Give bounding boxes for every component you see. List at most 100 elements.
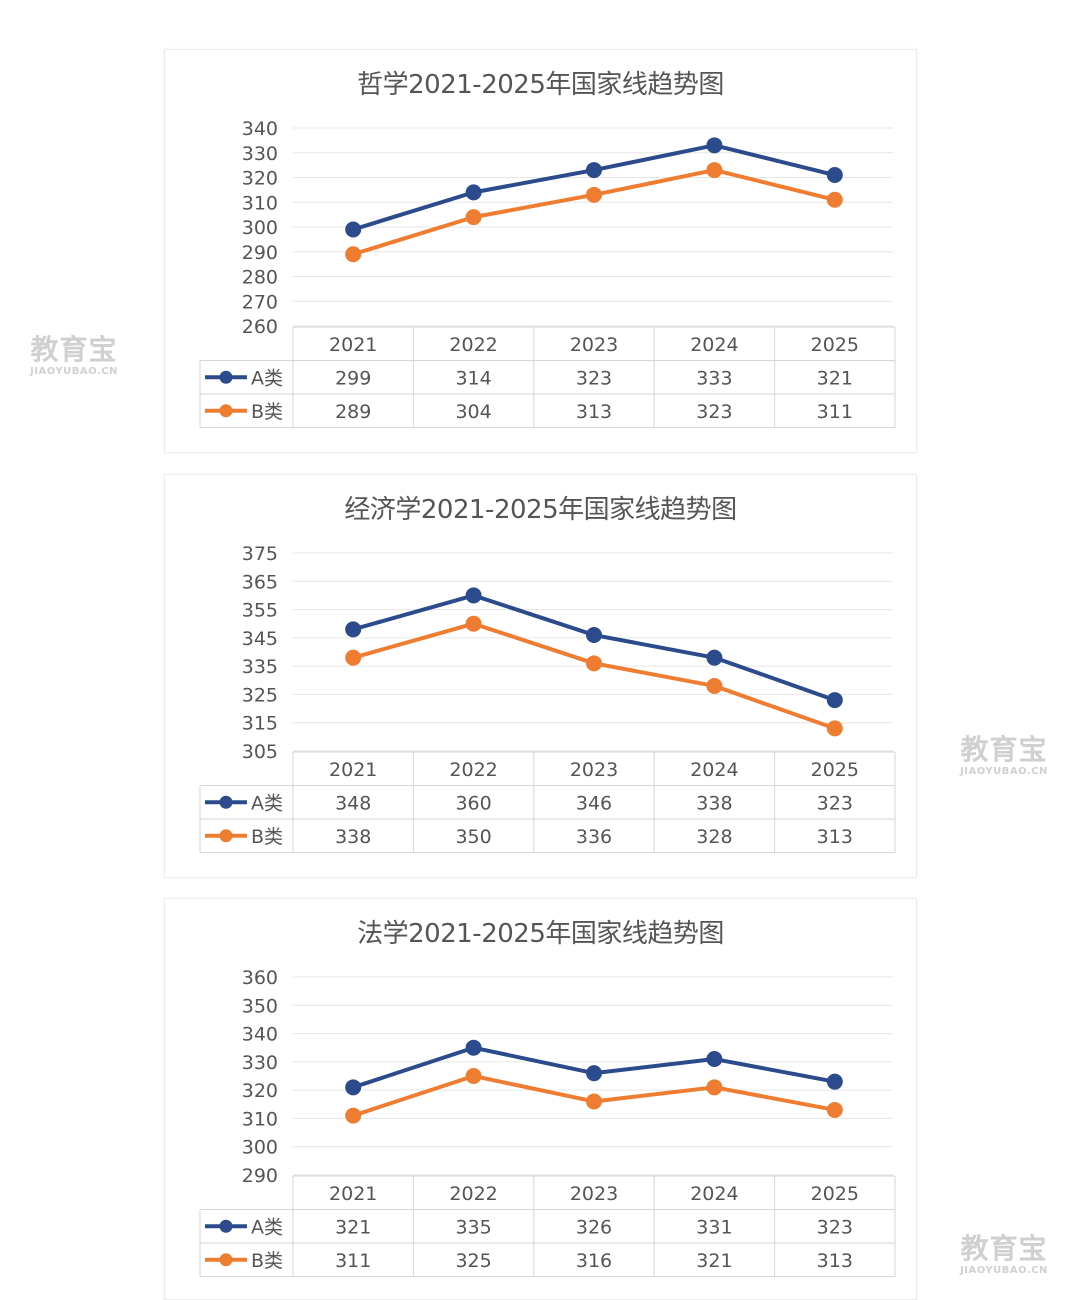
data-point [706, 162, 723, 179]
data-value-cell: 304 [455, 401, 491, 423]
x-category-label: 2022 [449, 759, 497, 781]
x-category-label: 2022 [449, 1183, 497, 1205]
data-value-cell: 350 [455, 826, 491, 848]
data-value-cell: 323 [696, 401, 732, 423]
chart-panel-law: 法学2021-2025年国家线趋势图 290 300 310 320 330 340 350… [164, 898, 917, 1300]
x-category-label: 2024 [690, 334, 738, 356]
y-tick-label: 325 [242, 684, 278, 706]
data-point [345, 621, 362, 638]
data-value-cell: 333 [696, 367, 732, 389]
data-point [465, 1068, 482, 1084]
data-value-cell: 323 [576, 367, 612, 389]
data-point [826, 1073, 843, 1090]
data-point [826, 167, 843, 184]
data-value-cell: 325 [455, 1250, 491, 1272]
data-point [465, 1039, 482, 1056]
chart-panel-philosophy: 哲学2021-2025年国家线趋势图 260 270 280 290 300 310 320… [164, 49, 917, 453]
y-tick-label: 330 [242, 1052, 278, 1074]
series-line [351, 593, 837, 703]
y-tick-label: 260 [242, 316, 278, 338]
data-value-cell: 313 [817, 826, 853, 848]
y-tick-label: 350 [242, 995, 278, 1017]
data-point [586, 655, 602, 672]
chart-title: 经济学2021-2025年国家线趋势图 [344, 495, 737, 525]
y-tick-label: 340 [242, 1024, 278, 1046]
data-point [465, 184, 482, 201]
data-point [826, 720, 843, 737]
data-value-cell: 326 [576, 1216, 612, 1238]
data-point [706, 1079, 723, 1096]
chart-title: 哲学2021-2025年国家线趋势图 [357, 70, 724, 100]
y-tick-label: 310 [242, 192, 278, 214]
data-value-cell: 336 [576, 826, 612, 848]
data-point [706, 649, 723, 666]
legend-label: A类 [251, 1216, 283, 1238]
y-tick-label: 320 [242, 1080, 278, 1102]
data-value-cell: 299 [335, 367, 371, 389]
legend-label: B类 [251, 826, 283, 848]
y-tick-label: 330 [242, 143, 278, 165]
data-value-cell: 338 [335, 826, 371, 848]
x-category-label: 2021 [329, 334, 377, 356]
data-value-cell: 289 [335, 401, 371, 423]
data-point [345, 1107, 362, 1124]
y-tick-label: 365 [242, 571, 278, 593]
data-point [345, 221, 362, 238]
y-tick-label: 300 [242, 217, 278, 239]
x-category-label: 2024 [690, 759, 738, 781]
legend-label: A类 [251, 367, 283, 389]
y-tick-label: 335 [242, 656, 278, 678]
data-point [345, 649, 362, 666]
data-point [826, 692, 843, 709]
data-value-cell: 314 [455, 367, 491, 389]
data-value-cell: 346 [576, 792, 612, 814]
data-point [586, 162, 602, 179]
data-value-cell: 313 [576, 401, 612, 423]
x-category-label: 2023 [570, 1183, 618, 1205]
data-point [465, 615, 482, 632]
line-chart-law: 290 300 310 320 330 340 350 360 2021 2022 2023 2024… [199, 967, 896, 1277]
data-point [706, 1051, 723, 1068]
data-value-cell: 328 [696, 826, 732, 848]
y-tick-label: 280 [242, 267, 278, 289]
watermark-logo: 教育宝 JIAOYUBAO.CN [30, 333, 118, 377]
data-point [706, 137, 723, 154]
data-point [345, 246, 362, 263]
data-value-cell: 311 [335, 1250, 371, 1272]
x-category-label: 2025 [811, 759, 859, 781]
data-value-cell: 321 [335, 1216, 371, 1238]
chart-title: 法学2021-2025年国家线趋势图 [357, 919, 724, 949]
y-tick-label: 345 [242, 628, 278, 650]
y-tick-label: 310 [242, 1108, 278, 1130]
y-tick-label: 355 [242, 600, 278, 622]
legend-marker [219, 370, 233, 384]
data-point [465, 587, 482, 604]
data-value-cell: 360 [455, 792, 491, 814]
x-category-label: 2023 [570, 334, 618, 356]
y-tick-label: 360 [242, 967, 278, 989]
y-tick-label: 315 [242, 713, 278, 735]
data-point [345, 1079, 362, 1096]
line-chart-economics: 305 315 325 335 345 355 365 375 2021 2022 2023 2024… [199, 543, 896, 853]
legend-marker [219, 1219, 233, 1233]
data-point [826, 191, 843, 208]
legend-label: B类 [251, 1250, 283, 1272]
legend-marker [219, 1253, 233, 1267]
data-value-cell: 323 [817, 792, 853, 814]
x-category-label: 2022 [449, 334, 497, 356]
x-category-label: 2023 [570, 759, 618, 781]
legend-marker [219, 795, 233, 809]
data-value-cell: 311 [817, 401, 853, 423]
y-tick-label: 270 [242, 291, 278, 313]
data-point [826, 1101, 843, 1118]
y-tick-label: 290 [242, 242, 278, 264]
y-tick-label: 305 [242, 741, 278, 763]
data-value-cell: 331 [696, 1216, 732, 1238]
data-value-cell: 335 [455, 1216, 491, 1238]
y-tick-label: 290 [242, 1165, 278, 1187]
legend-label: B类 [251, 401, 283, 423]
data-point [586, 1065, 602, 1082]
x-category-label: 2021 [329, 1183, 377, 1205]
series-line [351, 168, 837, 257]
